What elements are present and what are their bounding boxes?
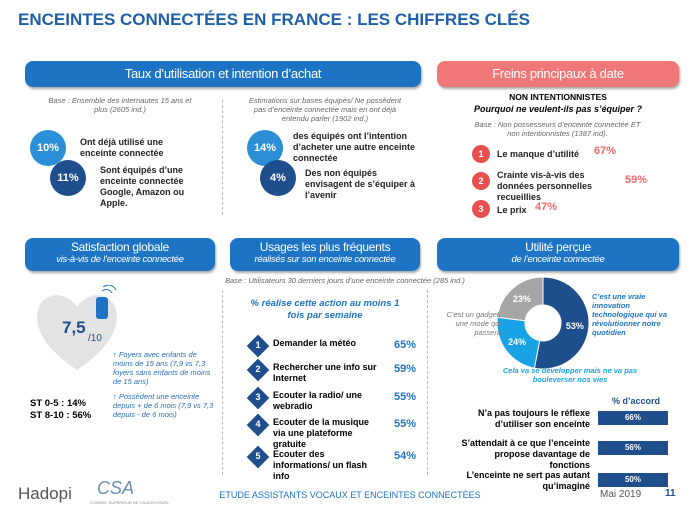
rank-number: 3 bbox=[255, 392, 261, 402]
reason-value: 67% bbox=[594, 145, 617, 157]
header-title: Satisfaction globale bbox=[70, 240, 170, 254]
usage-text: Demander la météo bbox=[273, 338, 357, 348]
rank-number: 5 bbox=[255, 451, 261, 461]
usages-heading: % réalise cette action au moins 1 fois p… bbox=[250, 298, 400, 321]
brand-logo: Hadopi bbox=[18, 484, 72, 503]
reason-value: 47% bbox=[535, 201, 558, 213]
reason-value: 59% bbox=[625, 174, 648, 186]
score-scale: /10 bbox=[88, 333, 102, 344]
statement-text: L’enceinte ne sert pas autant qu’imaginé bbox=[466, 470, 590, 491]
statement-value: 66% bbox=[598, 411, 668, 425]
score: 7,5 bbox=[62, 318, 86, 337]
base-note: Base : Non possesseurs d’enceinte connec… bbox=[474, 120, 641, 138]
usage-value: 55% bbox=[394, 418, 417, 430]
stat: ST 0-5 : 14% bbox=[30, 398, 86, 409]
statement-text: S’attendait à ce que l’enceinte propose … bbox=[461, 438, 590, 470]
stat-circle: 11% bbox=[50, 160, 86, 196]
donut-segment bbox=[496, 276, 544, 322]
reason-text: Le prix bbox=[497, 205, 527, 215]
stat-circle: 4% bbox=[260, 160, 296, 196]
stat: ST 8-10 : 56% bbox=[30, 410, 92, 421]
brand-logo: CSA bbox=[97, 478, 135, 498]
page-title: ENCEINTES CONNECTÉES EN FRANCE : LES CHI… bbox=[18, 10, 530, 29]
question: Pourquoi ne veulent-ils pas s’équiper ? bbox=[473, 104, 643, 114]
stat-circle: 10% bbox=[30, 130, 66, 166]
heart-graphic bbox=[37, 285, 117, 370]
usage-text: Ecouter de la musique via une plateforme… bbox=[273, 417, 370, 449]
reason-text: Le manque d’utilité bbox=[497, 149, 580, 159]
rank-badge: 3 bbox=[472, 200, 490, 218]
donut-value: 23% bbox=[513, 294, 531, 304]
rank-badge: 2 bbox=[472, 172, 490, 190]
date: Mai 2019 bbox=[600, 489, 642, 500]
section-header: Utilité perçue de l’enceinte connectée bbox=[437, 238, 679, 271]
header-subtitle: vis-à-vis de l’enceinte connectée bbox=[56, 254, 184, 265]
stat-text: Ont déjà utilisé une enceinte connectée bbox=[80, 137, 164, 158]
donut-label: C’est une vraie innovation technologique… bbox=[592, 292, 668, 337]
usage-value: 59% bbox=[394, 363, 417, 375]
brand-subtitle: CONSEIL SUPÉRIEUR DE L’AUDIOVISUEL bbox=[90, 500, 170, 505]
donut-segment bbox=[496, 316, 541, 369]
header-title: Usages les plus fréquents bbox=[259, 240, 391, 254]
study-title: ETUDE ASSISTANTS VOCAUX ET ENCEINTES CON… bbox=[219, 490, 481, 500]
usage-text: Ecouter des informations/ un flash info bbox=[273, 449, 368, 481]
base-note: Estimations sur bases équipés/ Ne possèd… bbox=[248, 96, 402, 123]
stat-text: Des non équipés envisagent de s’équiper … bbox=[305, 168, 416, 200]
donut-label: Cela va se développer mais ne va pas bou… bbox=[502, 366, 638, 384]
rank-number: 4 bbox=[255, 419, 261, 429]
reason-text: Crainte vis-à-vis des données personnell… bbox=[497, 170, 593, 202]
note: ↑ Possèdent une enceinte depuis + de 6 m… bbox=[113, 392, 214, 419]
separator bbox=[222, 100, 223, 215]
donut-value: 53% bbox=[566, 321, 584, 331]
header-subtitle: de l’enceinte connectée bbox=[511, 254, 605, 265]
note: ↑ Foyers avec enfants de moins de 15 ans… bbox=[113, 350, 211, 386]
page-number: 11 bbox=[665, 488, 676, 499]
statement-value: 56% bbox=[598, 441, 668, 455]
separator bbox=[427, 290, 428, 475]
donut-chart: 53% 24% 23% bbox=[496, 276, 590, 370]
speaker-icon bbox=[96, 297, 108, 319]
section-header: Freins principaux à date bbox=[437, 61, 679, 87]
header-title: Utilité perçue bbox=[525, 240, 591, 254]
donut-label: C’est un gadget, une mode qui passera bbox=[446, 310, 501, 337]
separator bbox=[222, 290, 223, 475]
header-subtitle: réalisés sur son enceinte connectée bbox=[254, 254, 396, 265]
accord-title: % d’accord bbox=[612, 396, 661, 406]
base-note: Base : Utilisateurs 30 derniers jours d’… bbox=[225, 276, 465, 285]
usage-text: Ecouter la radio/ une webradio bbox=[273, 390, 363, 411]
section-header: Satisfaction globale vis-à-vis de l’ence… bbox=[25, 238, 215, 271]
stat-text: Sont équipés d’une enceinte connectée Go… bbox=[100, 165, 185, 208]
section-header: Taux d’utilisation et intention d’achat bbox=[25, 61, 421, 87]
donut-segment bbox=[533, 276, 590, 370]
group-label: NON INTENTIONNISTES bbox=[509, 92, 607, 102]
statement-value: 50% bbox=[598, 473, 668, 487]
statement-text: N’a pas toujours le réflexe d’utiliser s… bbox=[477, 408, 590, 429]
rank-number: 1 bbox=[255, 340, 261, 350]
usage-value: 54% bbox=[394, 450, 417, 462]
usage-value: 65% bbox=[394, 339, 417, 351]
rank-badge: 1 bbox=[472, 145, 490, 163]
stat-circle: 14% bbox=[247, 130, 283, 166]
usage-value: 55% bbox=[394, 391, 417, 403]
rank-number: 2 bbox=[255, 364, 261, 374]
base-note: Base : Ensemble des internautes 15 ans e… bbox=[48, 96, 192, 114]
usage-text: Rechercher une info sur Internet bbox=[273, 362, 377, 383]
donut-value: 24% bbox=[508, 337, 526, 347]
stat-text: des équipés ont l’intention d’acheter un… bbox=[293, 131, 416, 163]
wave-icon bbox=[101, 285, 117, 294]
section-header: Usages les plus fréquents réalisés sur s… bbox=[230, 238, 420, 271]
